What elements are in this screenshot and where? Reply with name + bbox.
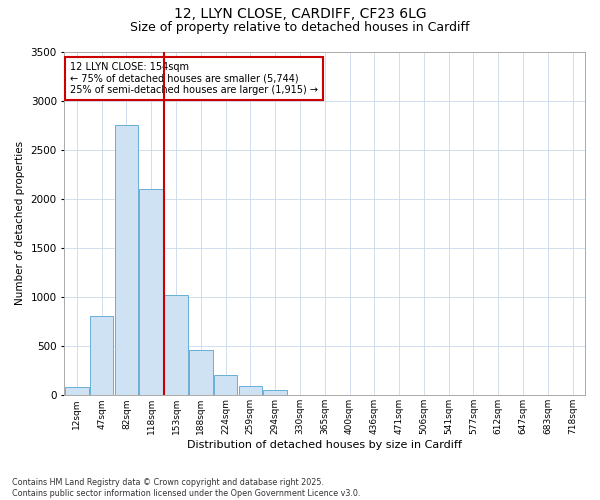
Bar xyxy=(164,295,188,396)
Text: Contains HM Land Registry data © Crown copyright and database right 2025.
Contai: Contains HM Land Registry data © Crown c… xyxy=(12,478,361,498)
Text: Size of property relative to detached houses in Cardiff: Size of property relative to detached ho… xyxy=(130,21,470,34)
X-axis label: Distribution of detached houses by size in Cardiff: Distribution of detached houses by size … xyxy=(187,440,462,450)
Bar xyxy=(239,386,262,396)
Bar xyxy=(115,125,138,396)
Y-axis label: Number of detached properties: Number of detached properties xyxy=(15,142,25,306)
Bar xyxy=(189,350,212,396)
Text: 12 LLYN CLOSE: 154sqm
← 75% of detached houses are smaller (5,744)
25% of semi-d: 12 LLYN CLOSE: 154sqm ← 75% of detached … xyxy=(70,62,317,95)
Text: 12, LLYN CLOSE, CARDIFF, CF23 6LG: 12, LLYN CLOSE, CARDIFF, CF23 6LG xyxy=(173,8,427,22)
Bar xyxy=(139,189,163,396)
Bar xyxy=(65,388,89,396)
Bar xyxy=(90,316,113,396)
Bar xyxy=(263,390,287,396)
Bar xyxy=(214,374,238,396)
